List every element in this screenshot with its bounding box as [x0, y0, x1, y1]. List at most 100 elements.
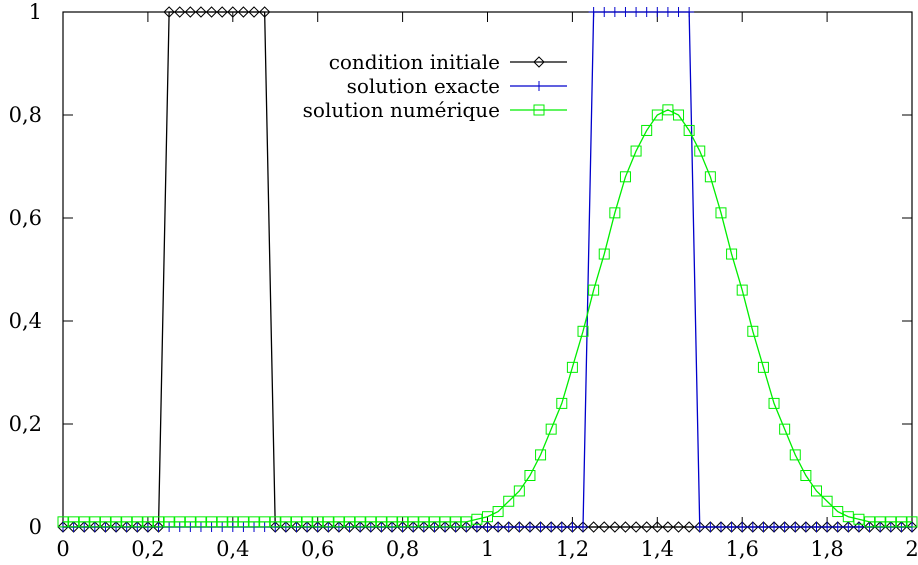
y-axis-ticks: 0 0,2 0,4 0,6 0,8 1: [9, 0, 912, 539]
data-point-solution-exacte: [567, 522, 578, 532]
x-tick-label: 0,6: [301, 537, 334, 561]
data-point-solution-numerique: [874, 516, 886, 528]
data-point-solution-exacte: [641, 7, 652, 17]
data-point-solution-numerique: [174, 516, 186, 528]
x-tick-label: 2: [905, 537, 918, 561]
data-point-condition-initiale: [630, 521, 642, 533]
data-point-solution-numerique: [397, 516, 409, 528]
data-point-solution-exacte: [758, 522, 769, 532]
x-tick-label: 0: [56, 537, 69, 561]
data-point-solution-exacte: [588, 7, 599, 17]
x-tick-label: 1,8: [810, 537, 843, 561]
data-point-condition-initiale: [619, 521, 632, 533]
data-point-solution-numerique: [694, 145, 706, 157]
legend-label: solution numérique: [303, 98, 500, 122]
data-point-solution-numerique: [269, 516, 281, 528]
data-point-solution-exacte: [535, 522, 546, 532]
data-point-solution-exacte: [737, 522, 748, 532]
data-point-solution-numerique: [248, 516, 260, 528]
data-point-condition-initiale: [651, 521, 664, 533]
data-point-solution-numerique: [386, 516, 398, 528]
data-point-solution-numerique: [216, 516, 228, 528]
data-point-solution-numerique: [736, 284, 748, 296]
data-point-solution-numerique: [906, 516, 918, 528]
x-tick-label: 1,6: [725, 537, 758, 561]
data-point-condition-initiale: [205, 6, 218, 18]
data-point-solution-exacte: [684, 7, 695, 17]
data-point-condition-initiale: [683, 521, 695, 533]
legend-marker: [533, 56, 545, 68]
data-point-solution-numerique: [322, 516, 334, 528]
data-point-condition-initiale: [195, 6, 207, 18]
data-point-solution-numerique: [726, 248, 738, 260]
data-point-condition-initiale: [258, 6, 271, 18]
data-point-solution-numerique: [57, 516, 69, 528]
data-point-solution-exacte: [546, 522, 557, 532]
data-point-solution-exacte: [482, 522, 493, 532]
data-point-solution-numerique: [566, 361, 578, 373]
data-point-solution-exacte: [493, 522, 504, 532]
data-point-condition-initiale: [216, 6, 228, 18]
legend-item-condition-initiale: condition initiale: [329, 50, 567, 74]
y-tick-label: 0,4: [9, 309, 42, 333]
data-point-solution-numerique: [131, 516, 143, 528]
data-point-solution-exacte: [843, 522, 854, 532]
data-point-solution-numerique: [842, 511, 854, 523]
data-point-solution-numerique: [673, 109, 685, 121]
data-point-solution-exacte: [715, 522, 726, 532]
data-point-solution-numerique: [651, 109, 663, 121]
data-point-solution-numerique: [312, 516, 324, 528]
data-point-solution-numerique: [747, 325, 759, 337]
data-point-solution-numerique: [471, 513, 483, 525]
data-point-solution-numerique: [810, 485, 822, 497]
data-point-solution-numerique: [598, 248, 610, 260]
data-point-solution-numerique: [683, 124, 695, 136]
data-point-condition-initiale: [587, 521, 600, 533]
data-point-solution-numerique: [89, 516, 101, 528]
data-point-solution-numerique: [662, 104, 674, 116]
data-point-solution-numerique: [757, 361, 769, 373]
data-point-solution-numerique: [110, 516, 122, 528]
data-point-solution-numerique: [450, 516, 462, 528]
data-point-solution-exacte: [832, 522, 843, 532]
data-point-condition-initiale: [184, 6, 197, 18]
series-layer: [57, 6, 918, 533]
data-point-solution-numerique: [333, 516, 345, 528]
data-point-solution-exacte: [673, 7, 684, 17]
data-point-solution-exacte: [652, 7, 663, 17]
x-tick-label: 0,4: [216, 537, 249, 561]
data-point-solution-exacte: [524, 522, 535, 532]
data-point-solution-numerique: [577, 325, 589, 337]
x-axis-ticks: 0 0,2 0,4 0,6 0,8 1 1,2 1,4 1,6 1,8 2: [56, 12, 918, 561]
data-point-solution-exacte: [609, 7, 620, 17]
data-point-solution-numerique: [895, 516, 907, 528]
data-point-solution-numerique: [556, 397, 568, 409]
data-point-solution-numerique: [789, 449, 801, 461]
data-point-solution-numerique: [68, 516, 80, 528]
data-point-solution-exacte: [779, 522, 790, 532]
x-tick-label: 1,4: [641, 537, 674, 561]
data-point-solution-numerique: [779, 423, 791, 435]
data-point-solution-numerique: [800, 470, 812, 481]
data-point-solution-numerique: [428, 516, 440, 528]
data-point-solution-exacte: [705, 522, 716, 532]
data-point-solution-exacte: [747, 522, 758, 532]
data-point-solution-exacte: [631, 7, 642, 17]
x-tick-label: 1,2: [556, 537, 589, 561]
data-point-solution-exacte: [514, 522, 525, 532]
data-point-condition-initiale: [227, 6, 239, 18]
data-point-solution-numerique: [206, 516, 218, 528]
data-point-solution-numerique: [418, 516, 430, 528]
y-tick-label: 1: [29, 0, 42, 24]
legend-marker: [534, 81, 544, 91]
data-point-solution-numerique: [195, 516, 207, 528]
data-point-solution-exacte: [599, 7, 610, 17]
data-point-solution-exacte: [662, 7, 673, 17]
data-point-solution-numerique: [460, 516, 472, 528]
data-point-solution-exacte: [800, 522, 811, 532]
data-point-solution-numerique: [142, 516, 154, 528]
data-point-solution-exacte: [822, 522, 833, 532]
data-point-solution-numerique: [163, 516, 175, 528]
